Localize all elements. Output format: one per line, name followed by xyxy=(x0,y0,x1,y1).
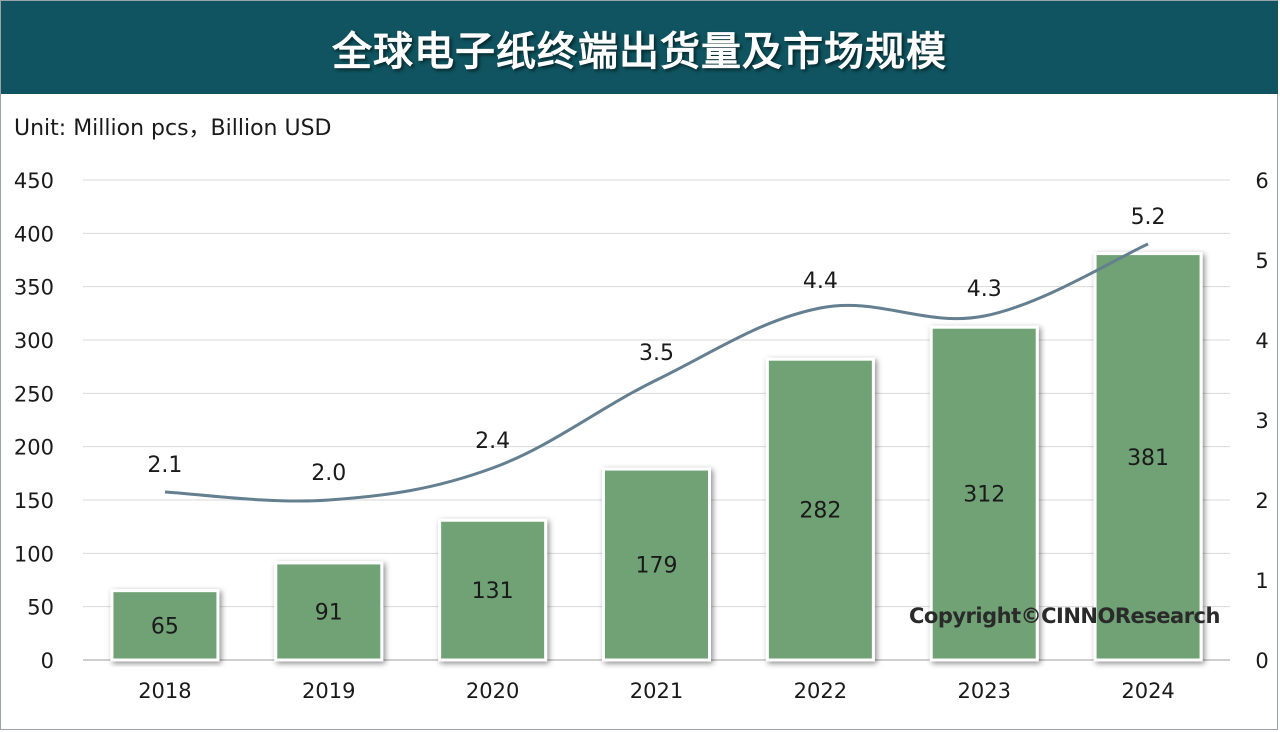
line-value-label: 4.4 xyxy=(803,269,838,294)
bar-value-label: 179 xyxy=(636,554,678,579)
line-value-label: 4.3 xyxy=(967,277,1002,302)
left-axis-tick-label: 100 xyxy=(14,542,54,566)
x-axis-tick-label: 2023 xyxy=(957,679,1010,703)
right-axis-tick-label: 0 xyxy=(1255,649,1268,673)
line-value-label: 2.4 xyxy=(475,429,510,454)
line-value-label: 5.2 xyxy=(1131,205,1166,230)
left-axis-tick-label: 0 xyxy=(41,649,54,673)
left-axis-tick-label: 50 xyxy=(27,596,54,620)
copyright-watermark: Copyright©CINNOResearch xyxy=(909,604,1220,628)
bar xyxy=(274,561,384,662)
bar-value-label: 131 xyxy=(472,579,514,604)
line-value-label: 3.5 xyxy=(639,341,674,366)
left-axis-tick-label: 200 xyxy=(14,436,54,460)
market-size-line xyxy=(164,242,1149,503)
right-axis-tick-label: 6 xyxy=(1255,169,1268,193)
bar xyxy=(929,325,1039,662)
bar-value-label: 91 xyxy=(315,600,343,625)
left-axis-tick-label: 250 xyxy=(14,382,54,406)
bar xyxy=(438,518,548,662)
bar-value-label: 381 xyxy=(1127,446,1169,471)
line-value-label: 2.1 xyxy=(147,453,182,478)
left-axis-tick-label: 150 xyxy=(14,489,54,513)
bar xyxy=(1093,252,1203,662)
left-axis-tick-label: 350 xyxy=(14,276,54,300)
x-axis-tick-label: 2021 xyxy=(630,679,683,703)
unit-label: Unit: Million pcs，Billion USD xyxy=(14,116,332,141)
x-axis-tick-label: 2020 xyxy=(466,679,519,703)
right-axis-tick-label: 2 xyxy=(1255,489,1268,513)
title-bar: 全球电子纸终端出货量及市场规模 xyxy=(1,1,1278,94)
right-axis-tick-label: 1 xyxy=(1255,569,1268,593)
bar xyxy=(110,589,220,662)
right-axis-tick-label: 3 xyxy=(1255,409,1268,433)
left-axis-tick-label: 300 xyxy=(14,329,54,353)
bar xyxy=(602,467,711,662)
x-axis-tick-label: 2022 xyxy=(794,679,847,703)
x-axis-tick-label: 2019 xyxy=(302,679,355,703)
bar-value-label: 65 xyxy=(151,614,179,639)
line-value-label: 2.0 xyxy=(311,461,346,486)
bar-value-label: 312 xyxy=(963,483,1005,508)
x-axis-tick-label: 2024 xyxy=(1121,679,1174,703)
right-axis-tick-label: 4 xyxy=(1255,329,1268,353)
bar xyxy=(765,357,875,662)
left-axis-tick-label: 400 xyxy=(14,222,54,246)
chart-title: 全球电子纸终端出货量及市场规模 xyxy=(332,28,947,75)
right-axis-tick-label: 5 xyxy=(1255,249,1268,273)
x-axis-tick-label: 2018 xyxy=(138,679,191,703)
left-axis-tick-label: 450 xyxy=(14,169,54,193)
bar-value-label: 282 xyxy=(799,499,841,524)
